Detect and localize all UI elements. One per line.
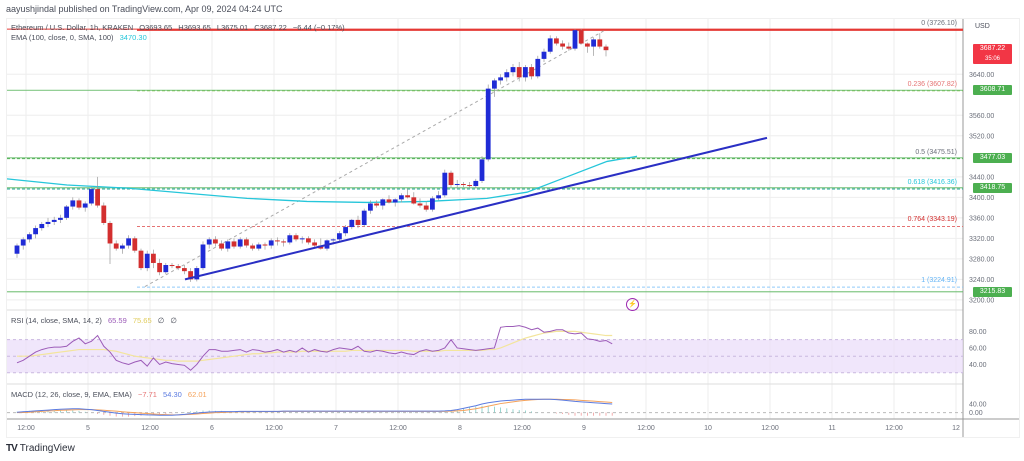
svg-text:3400.00: 3400.00 [969,195,994,202]
macd-hist-value: −7.71 [137,390,157,399]
tv-logo-icon: TV [6,443,18,454]
svg-text:3560.00: 3560.00 [969,113,994,120]
fib-level-label: 0.5 (3475.51) [915,148,957,156]
svg-text:3360.00: 3360.00 [969,215,994,222]
svg-text:3320.00: 3320.00 [969,236,994,243]
close-value: C3687.22 [254,23,287,32]
svg-text:0.00: 0.00 [969,410,983,417]
rsi-value: 65.59 [107,316,127,325]
tv-logo-text: TradingView [19,443,75,454]
countdown-value: 35:06 [984,56,1000,63]
svg-text:3200.00: 3200.00 [969,297,994,304]
svg-text:8: 8 [458,425,462,432]
svg-text:3520.00: 3520.00 [969,133,994,140]
fib-level-label: 1 (3224.91) [921,277,957,285]
macd-legend: MACD (12, 26, close, 9, EMA, EMA) −7.71 … [11,390,211,399]
main-legend: Ethereum / U.S. Dollar, 1h, KRAKEN O3693… [11,23,349,32]
svg-text:9: 9 [582,425,586,432]
macd-label: MACD (12, 26, close, 9, EMA, EMA) [11,390,132,399]
ema-label: EMA (100, close, 0, SMA, 100) [11,33,114,42]
svg-text:40.00: 40.00 [969,402,987,409]
symbol-label: Ethereum / U.S. Dollar, 1h, KRAKEN [11,23,134,32]
current-price-tag: 3687.22 35:06 [973,44,1012,65]
fib-level-label: 0.618 (3416.36) [907,178,957,186]
price-tag: 3608.71 [973,85,1012,96]
svg-text:10: 10 [704,425,712,432]
svg-text:6: 6 [210,425,214,432]
svg-text:12:00: 12:00 [637,425,655,432]
svg-text:12:00: 12:00 [761,425,779,432]
fib-level-label: 0.764 (3343.19) [907,216,957,224]
open-value: O3693.65 [139,23,173,32]
macd-signal-value: 62.01 [187,390,207,399]
svg-text:12:00: 12:00 [885,425,903,432]
svg-text:3440.00: 3440.00 [969,174,994,181]
svg-text:5: 5 [86,425,90,432]
rsi-extra-1: ∅ [157,316,165,325]
rsi-label: RSI (14, close, SMA, 14, 2) [11,316,102,325]
svg-text:3640.00: 3640.00 [969,72,994,79]
low-value: L3675.01 [216,23,249,32]
svg-text:7: 7 [334,425,338,432]
change-value: −6.44 (−0.17%) [292,23,345,32]
svg-text:12:00: 12:00 [141,425,159,432]
chart-canvas[interactable]: 3200.00 3240.00 3280.00 3320.00 3360.00 3400.… [7,19,1019,437]
svg-text:12:00: 12:00 [17,425,35,432]
currency-label: USD [975,23,990,30]
fib-level-label: 0 (3726.10) [921,20,957,28]
rsi-sma-value: 75.65 [132,316,152,325]
fib-level-label: 0.236 (3607.82) [907,80,957,88]
chart-frame: 3200.00 3240.00 3280.00 3320.00 3360.00 3400.… [6,18,1020,438]
svg-text:3280.00: 3280.00 [969,256,994,263]
high-value: H3693.65 [178,23,211,32]
svg-text:12:00: 12:00 [265,425,283,432]
svg-text:12: 12 [952,425,960,432]
svg-text:12:00: 12:00 [389,425,407,432]
current-price-value: 3687.22 [979,45,1006,53]
rsi-legend: RSI (14, close, SMA, 14, 2) 65.59 75.65 … [11,316,181,325]
svg-text:3240.00: 3240.00 [969,277,994,284]
macd-value: 54.30 [163,390,182,399]
price-tag: 3418.75 [973,182,1012,193]
rsi-extra-2: ∅ [170,316,177,325]
ema-value: 3470.30 [119,33,147,42]
price-tag: 3477.03 [973,152,1012,163]
svg-text:80.00: 80.00 [969,329,987,336]
svg-text:40.00: 40.00 [969,362,987,369]
svg-text:12:00: 12:00 [513,425,531,432]
svg-text:60.00: 60.00 [969,345,987,352]
lightning-icon[interactable]: ⚡ [626,298,639,311]
price-tag: 3215.83 [973,286,1012,297]
svg-text:11: 11 [828,425,835,432]
publisher-caption: aayushjindal published on TradingView.co… [6,4,283,14]
ema-legend: EMA (100, close, 0, SMA, 100) 3470.30 [11,33,151,42]
tradingview-logo: TV TradingView [6,443,75,454]
